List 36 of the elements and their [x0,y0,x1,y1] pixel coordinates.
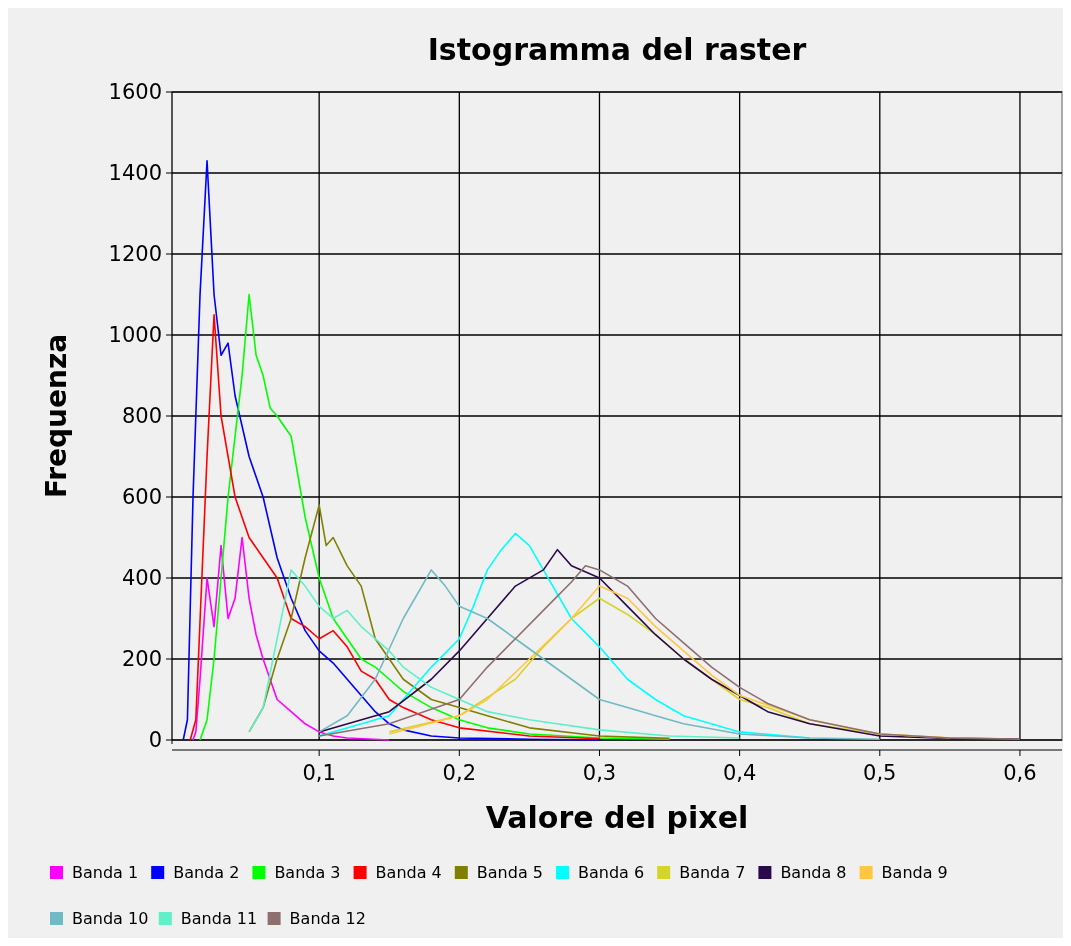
line-series [182,160,601,741]
y-tick-label: 800 [121,404,162,429]
legend-label: Banda 1 [72,862,139,882]
line-series [248,569,741,739]
line-series [199,293,671,741]
legend-label: Banda 5 [476,862,543,882]
line-series [192,536,391,741]
y-tick-label: 200 [121,647,162,672]
y-tick-label: 1200 [108,242,162,267]
x-tick-label: 0,3 [582,761,617,785]
y-tick-label: 0 [148,728,162,753]
legend-label: Banda 4 [375,862,442,882]
x-tick-label: 0,2 [442,761,477,785]
x-tick-label: 0,1 [302,761,336,785]
legend-label: Banda 11 [180,908,258,928]
legend-label: Banda 2 [173,862,240,882]
y-tick-label: 600 [121,485,162,510]
legend-label: Banda 9 [881,862,948,882]
legend-label: Banda 6 [578,862,645,882]
legend-label: Banda 12 [289,908,366,928]
legend-label: Banda 3 [274,862,341,882]
x-tick-label: 0,6 [1003,761,1037,785]
y-tick-label: 400 [121,566,162,591]
legend-label: Banda 10 [72,908,149,928]
line-series [318,569,881,740]
legend-label: Banda 8 [780,862,847,882]
chart-title: Istogramma del raster [427,32,807,67]
y-axis-title: Frequenza [40,333,73,499]
legend-label: Banda 7 [679,862,746,882]
y-tick-label: 1600 [108,80,162,105]
x-axis-title: Valore del pixel [485,800,749,835]
y-tick-label: 1400 [108,161,162,186]
y-tick-label: 1000 [108,323,162,348]
x-tick-label: 0,4 [722,761,757,785]
x-tick-label: 0,5 [863,761,897,785]
line-series [189,313,601,741]
